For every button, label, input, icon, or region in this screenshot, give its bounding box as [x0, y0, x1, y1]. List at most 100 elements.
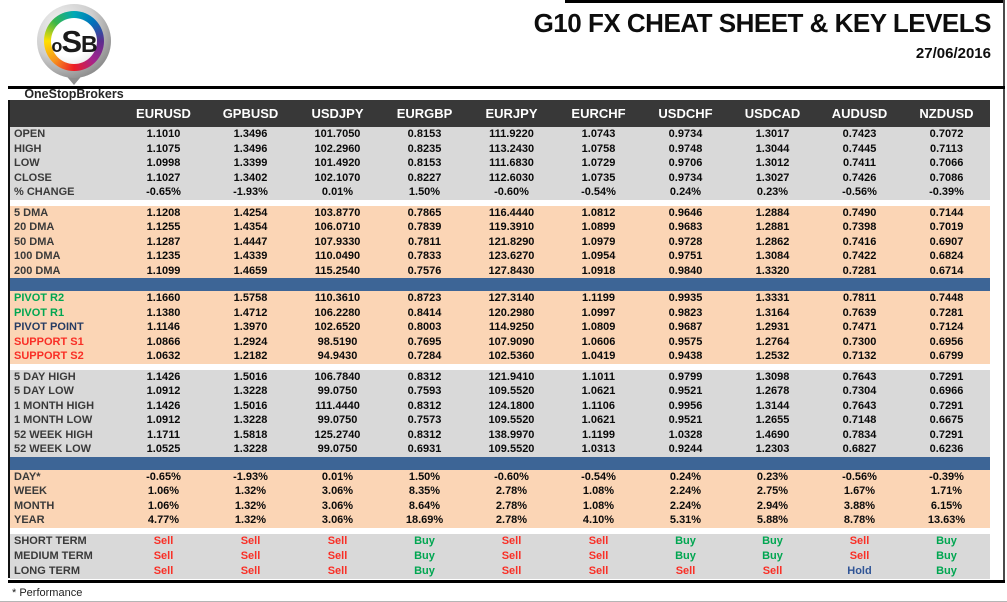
value-cell: 1.2655 — [755, 414, 790, 427]
value-cell: 1.3228 — [233, 443, 268, 456]
value-cell: 138.9970 — [488, 428, 535, 441]
value-cell: 99.0750 — [317, 443, 358, 456]
value-cell: 0.7490 — [842, 206, 877, 219]
value-cell: 1.32% — [234, 485, 267, 498]
value-cell: 1.08% — [582, 499, 615, 512]
value-cell: 1.0899 — [581, 221, 616, 234]
row-label: LONG TERM — [14, 565, 80, 577]
value-cell: 0.7132 — [842, 350, 877, 363]
section-performance: DAY* -0.65% -1.93% 0.01% 1.50% -0.60% -0.54% 0.… — [10, 469, 990, 528]
value-cell: 1.2182 — [233, 350, 268, 363]
table-row: 5 DAY HIGH 1.1426 1.5016 106.7840 0.8312 121.… — [10, 370, 990, 385]
value-cell: 125.2740 — [314, 428, 361, 441]
table-row: YEAR 4.77% 1.32% 3.06% 18.69% 2.78% 4.10% 5.31%… — [10, 513, 990, 528]
value-cell: 121.8290 — [488, 235, 535, 248]
value-cell: 0.7422 — [842, 250, 877, 263]
value-cell: 0.9748 — [668, 142, 703, 155]
value-cell: 1.0912 — [146, 385, 181, 398]
signal-cell: Buy — [414, 550, 435, 562]
value-cell: 1.4354 — [233, 221, 268, 234]
value-cell: 1.0758 — [581, 142, 616, 155]
signal-cell: Sell — [849, 535, 870, 547]
value-cell: 1.1075 — [146, 142, 181, 155]
value-cell: 1.3017 — [755, 128, 790, 141]
value-cell: 0.7291 — [929, 399, 964, 412]
value-cell: 0.7291 — [929, 370, 964, 383]
signal-cell: Sell — [153, 535, 174, 547]
value-cell: 2.24% — [669, 485, 702, 498]
table-row: 50 DMA 1.1287 1.4447 107.9330 0.7811 121.8290… — [10, 235, 990, 250]
value-cell: 1.0606 — [581, 335, 616, 348]
value-cell: 3.88% — [843, 499, 876, 512]
value-cell: 0.7411 — [842, 157, 877, 170]
value-cell: 1.1099 — [146, 264, 181, 277]
signal-cell: Buy — [762, 550, 783, 562]
value-cell: 0.6714 — [929, 264, 964, 277]
value-cell: 102.1070 — [314, 171, 361, 184]
value-cell: 0.7695 — [407, 335, 442, 348]
value-cell: 127.8430 — [488, 264, 535, 277]
value-cell: 0.7643 — [842, 370, 877, 383]
value-cell: 110.3610 — [314, 292, 361, 305]
value-cell: 0.9823 — [668, 306, 703, 319]
value-cell: 1.1426 — [146, 370, 181, 383]
value-cell: 0.9935 — [668, 292, 703, 305]
value-cell: 0.7300 — [842, 335, 877, 348]
value-cell: 1.1027 — [146, 171, 181, 184]
value-cell: 1.0729 — [581, 157, 616, 170]
value-cell: 102.5360 — [488, 350, 535, 363]
value-cell: 0.7643 — [842, 399, 877, 412]
value-cell: 0.8227 — [407, 171, 442, 184]
value-cell: 111.9220 — [489, 128, 534, 141]
table-row: 5 DAY LOW 1.0912 1.3228 99.0750 0.7593 109.55… — [10, 384, 990, 399]
row-label: 5 DAY LOW — [14, 385, 74, 398]
value-cell: 8.64% — [408, 499, 441, 512]
value-cell: 0.23% — [756, 186, 789, 199]
value-cell: 0.7284 — [407, 350, 442, 363]
value-cell: 0.6931 — [407, 443, 442, 456]
value-cell: 107.9090 — [488, 335, 535, 348]
value-cell: 0.9575 — [668, 335, 703, 348]
row-label: 52 WEEK HIGH — [14, 428, 93, 441]
value-cell: 1.1380 — [146, 306, 181, 319]
signal-cell: Buy — [762, 535, 783, 547]
value-cell: 1.3496 — [233, 142, 268, 155]
value-cell: 0.8153 — [407, 128, 442, 141]
value-cell: 109.5520 — [488, 443, 535, 456]
value-cell: 2.78% — [495, 485, 528, 498]
column-header-eurusd: EURUSD — [136, 106, 191, 121]
column-header-nzdusd: NZDUSD — [919, 106, 974, 121]
value-cell: 5.31% — [669, 514, 702, 527]
value-cell: 1.0743 — [581, 128, 616, 141]
value-cell: 0.9438 — [668, 350, 703, 363]
signal-cell: Buy — [675, 535, 696, 547]
row-label: 50 DMA — [14, 235, 55, 248]
value-cell: 124.1800 — [488, 399, 535, 412]
signal-cell: Sell — [501, 565, 522, 577]
value-cell: 121.9410 — [488, 370, 535, 383]
value-cell: 6.15% — [930, 499, 963, 512]
title-block: G10 FX CHEAT SHEET & KEY LEVELS 27/06/20… — [534, 8, 992, 62]
row-label: 5 DMA — [14, 206, 49, 219]
value-cell: 2.24% — [669, 499, 702, 512]
value-cell: 0.8723 — [407, 292, 442, 305]
signal-cell: Sell — [501, 535, 522, 547]
table-row: CLOSE 1.1027 1.3402 102.1070 0.8227 112.6030 1… — [10, 171, 990, 186]
value-cell: 1.0918 — [581, 264, 616, 277]
value-cell: 1.1426 — [146, 399, 181, 412]
value-cell: 1.0621 — [581, 414, 616, 427]
signal-cell: Sell — [588, 535, 609, 547]
value-cell: 1.0997 — [581, 306, 616, 319]
value-cell: 0.6956 — [929, 335, 964, 348]
signal-cell: Sell — [501, 550, 522, 562]
logo-brand-name: OneStopBrokers — [24, 87, 124, 101]
value-cell: 1.50% — [408, 186, 441, 199]
value-cell: 114.9250 — [488, 321, 535, 334]
signal-cell: Sell — [327, 535, 348, 547]
signal-cell: Sell — [240, 550, 261, 562]
value-cell: 0.7281 — [842, 264, 877, 277]
value-cell: 1.0525 — [146, 443, 181, 456]
value-cell: 1.0812 — [581, 206, 616, 219]
value-cell: 0.8312 — [407, 399, 442, 412]
value-cell: 99.0750 — [317, 414, 358, 427]
